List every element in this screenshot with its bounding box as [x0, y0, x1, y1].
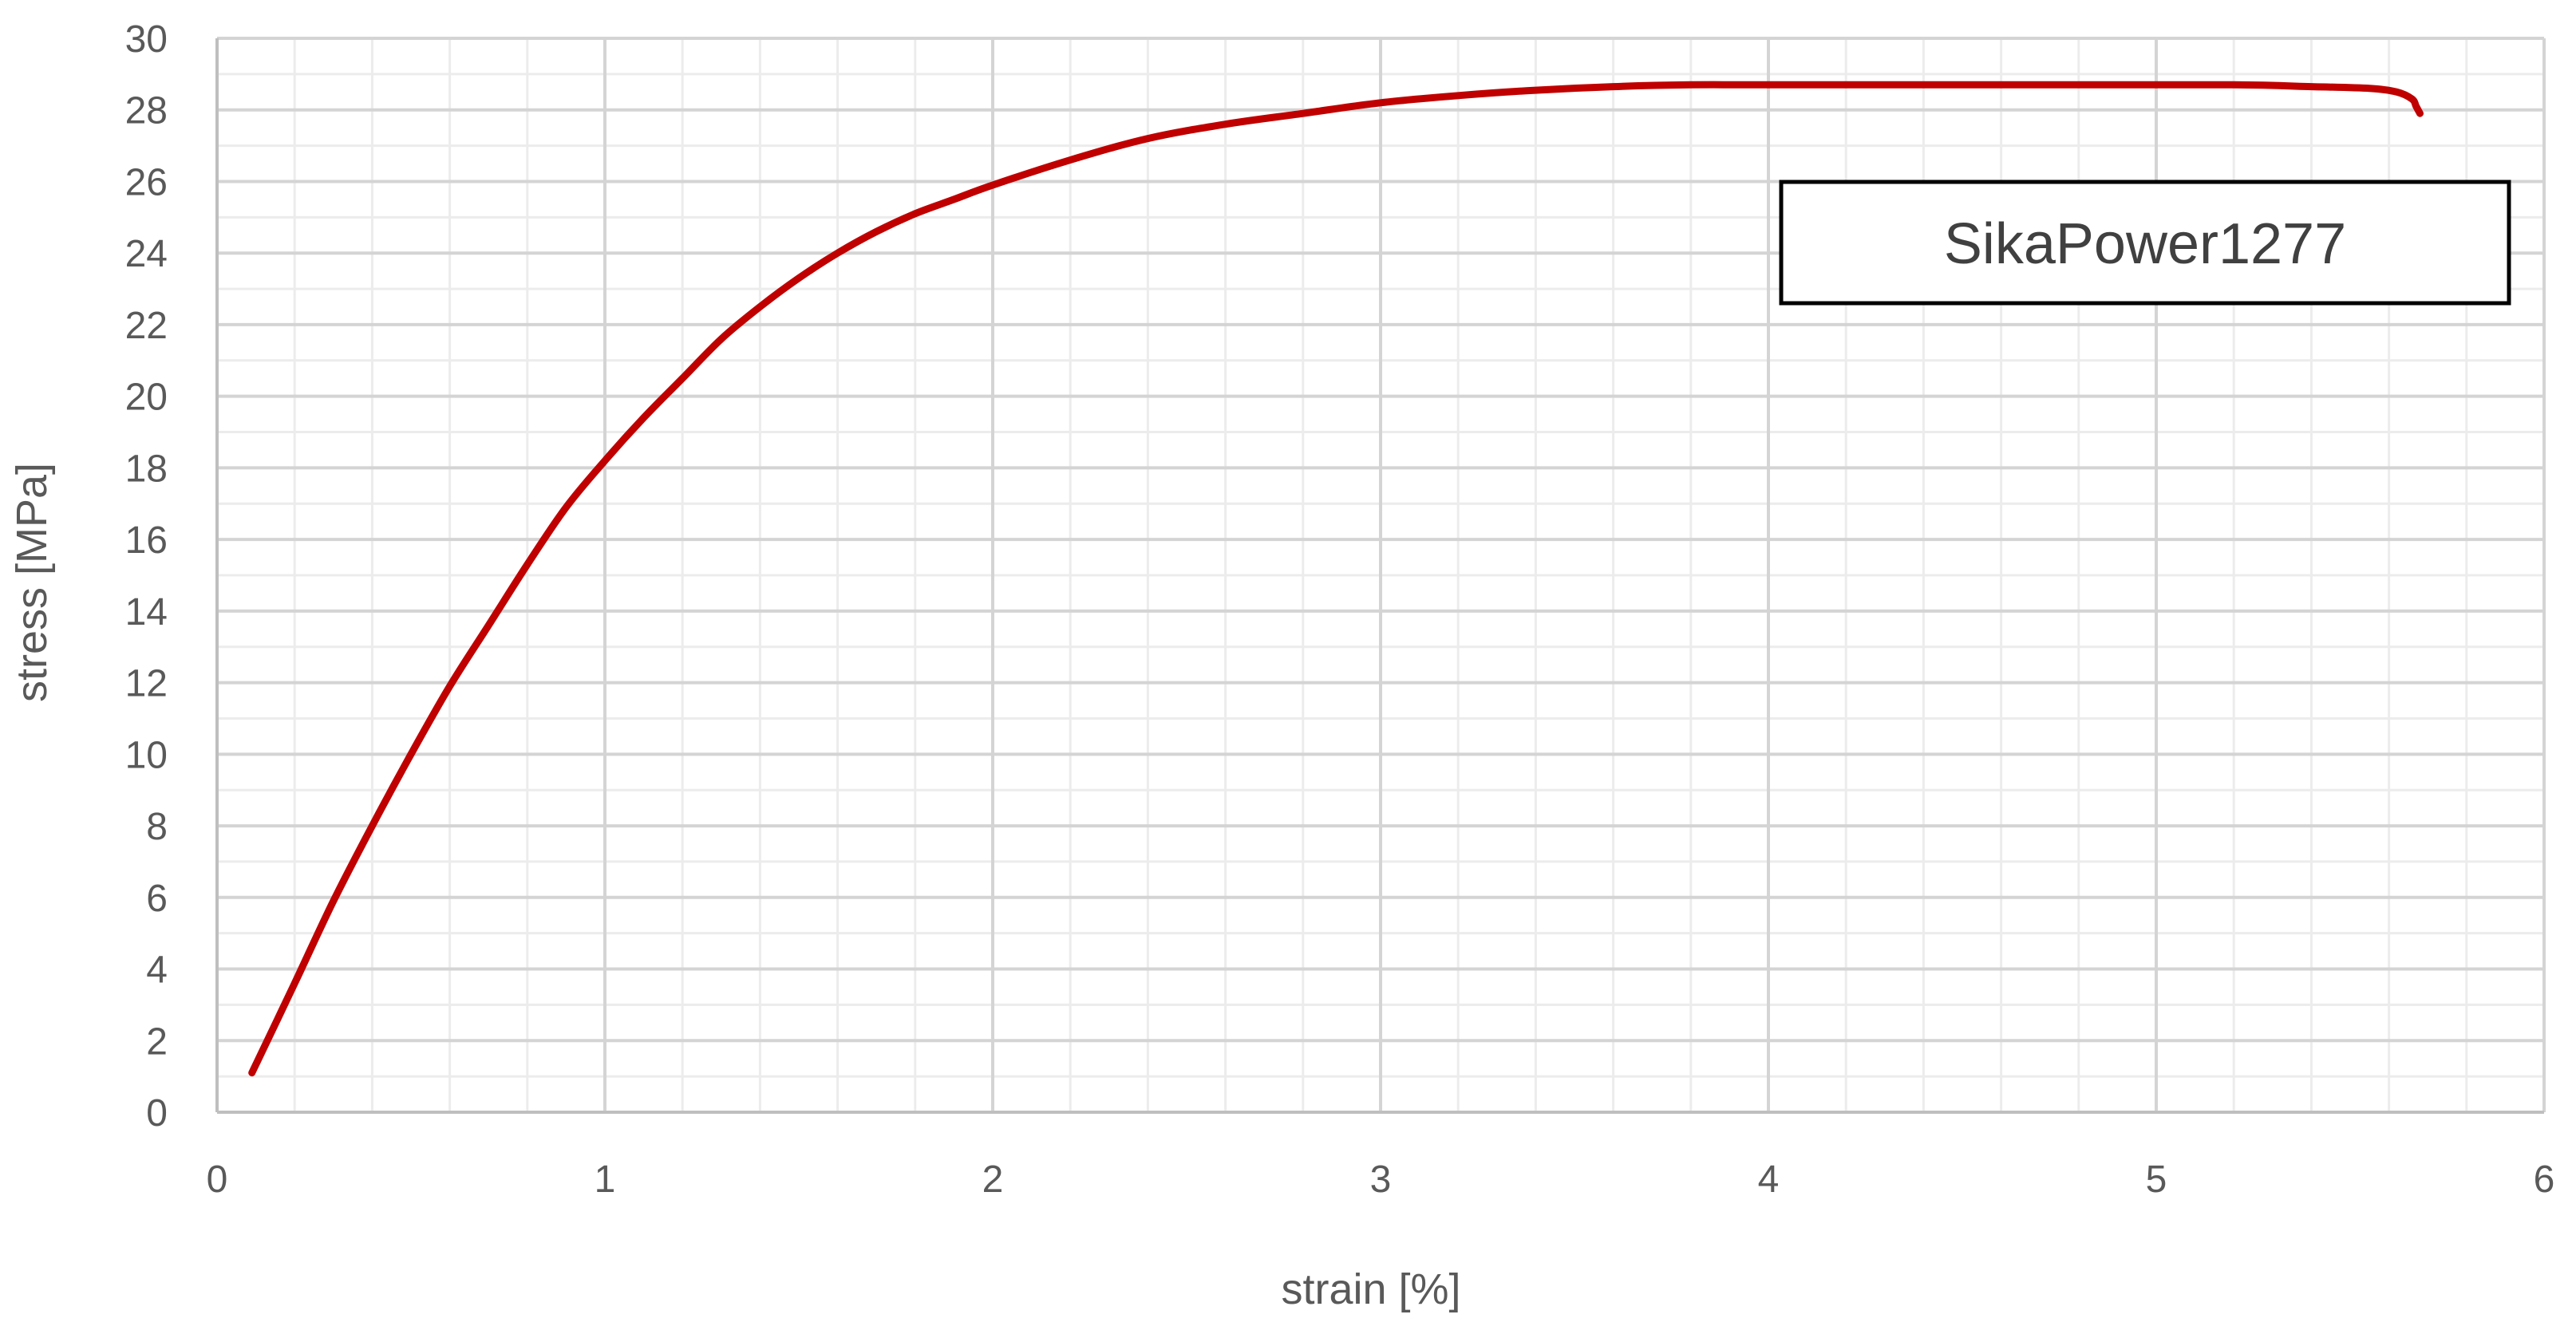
grid	[217, 37, 2546, 1112]
y-tick-label: 10	[125, 734, 168, 776]
y-tick-label: 4	[146, 949, 168, 992]
x-tick-label: 5	[2146, 1158, 2167, 1201]
y-tick-label: 2	[146, 1020, 168, 1063]
y-tick-label: 6	[146, 878, 168, 920]
y-tick-label: 24	[125, 233, 168, 275]
x-tick-label: 4	[1758, 1158, 1780, 1201]
y-tick-label: 26	[125, 161, 168, 203]
legend-box	[1779, 180, 2511, 306]
series-layer	[248, 81, 2424, 1077]
y-tick-label: 28	[125, 90, 168, 132]
x-axis-title: strain [%]	[1281, 1265, 1460, 1313]
y-tick-label: 0	[146, 1092, 168, 1135]
y-tick-label: 16	[125, 519, 168, 562]
series-line-0	[248, 81, 2424, 1077]
y-tick-label: 20	[125, 377, 168, 419]
x-tick-label: 0	[207, 1158, 228, 1201]
x-tick-label: 3	[1370, 1158, 1392, 1201]
legend-label: SikaPower1277	[1944, 212, 2346, 276]
y-tick-label: 8	[146, 806, 168, 848]
x-tick-label: 6	[2534, 1158, 2555, 1201]
y-tick-label: 30	[125, 18, 168, 61]
y-tick-label: 18	[125, 448, 168, 490]
y-tick-label: 22	[125, 305, 168, 347]
axes	[215, 38, 2544, 1114]
y-axis-title: stress [MPa]	[8, 463, 56, 702]
x-tick-label: 1	[595, 1158, 616, 1201]
y-tick-label: 12	[125, 663, 168, 705]
legend: SikaPower1277	[1779, 180, 2511, 306]
x-tick-label: 2	[982, 1158, 1004, 1201]
y-tick-label: 14	[125, 591, 168, 633]
